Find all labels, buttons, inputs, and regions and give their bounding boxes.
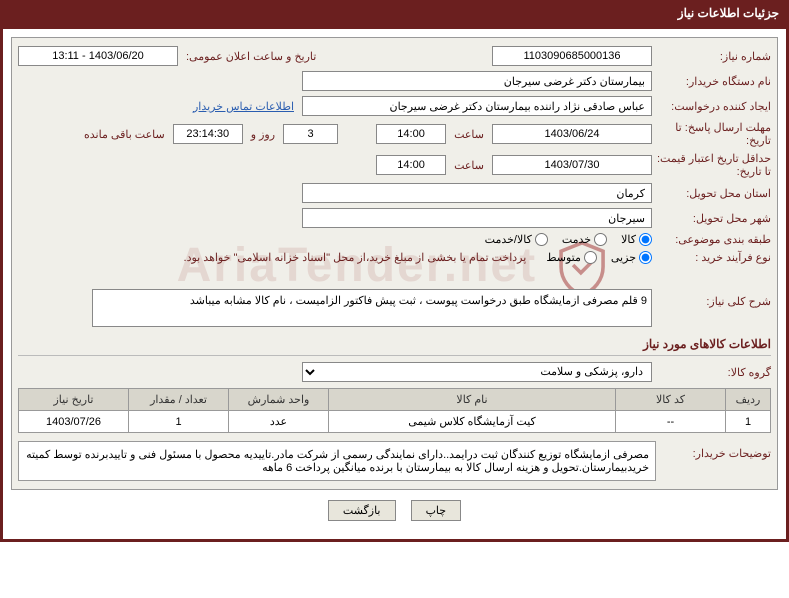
form-container: AriaTender.net شماره نیاز: تاریخ و ساعت …: [11, 37, 778, 490]
button-bar: چاپ بازگشت: [11, 490, 778, 531]
radio-service-item[interactable]: خدمت: [562, 233, 607, 246]
time-label-1: ساعت: [450, 128, 488, 141]
category-radio-group: کالا خدمت کالا/خدمت: [475, 233, 652, 246]
items-section-title: اطلاعات کالاهای مورد نیاز: [18, 337, 771, 356]
radio-goods-service[interactable]: [535, 233, 548, 246]
buyer-org-label: نام دستگاه خریدار:: [656, 75, 771, 88]
th-qty: تعداد / مقدار: [129, 389, 229, 411]
th-name: نام کالا: [329, 389, 616, 411]
print-button[interactable]: چاپ: [411, 500, 462, 521]
radio-medium-label: متوسط: [546, 251, 581, 264]
days-remaining-input[interactable]: [283, 124, 338, 144]
items-table: ردیف کد کالا نام کالا واحد شمارش تعداد /…: [18, 388, 771, 433]
cell-qty: 1: [129, 411, 229, 433]
goods-group-select[interactable]: دارو، پزشکی و سلامت: [302, 362, 652, 382]
row-response-deadline: مهلت ارسال پاسخ: تا تاریخ: ساعت روز و سا…: [18, 121, 771, 147]
need-number-label: شماره نیاز:: [656, 50, 771, 63]
radio-partial-item[interactable]: جزیی: [611, 251, 652, 264]
delivery-province-input[interactable]: [302, 183, 652, 203]
days-and-label: روز و: [247, 128, 279, 141]
radio-goods-label: کالا: [621, 233, 636, 246]
row-delivery-province: استان محل تحویل:: [18, 183, 771, 203]
radio-goods[interactable]: [639, 233, 652, 246]
radio-service-label: خدمت: [562, 233, 591, 246]
response-time-input[interactable]: [376, 124, 446, 144]
table-header-row: ردیف کد کالا نام کالا واحد شمارش تعداد /…: [19, 389, 771, 411]
delivery-city-label: شهر محل تحویل:: [656, 212, 771, 225]
announce-datetime-label: تاریخ و ساعت اعلان عمومی:: [182, 50, 320, 63]
requester-input[interactable]: [302, 96, 652, 116]
row-buyer-org: نام دستگاه خریدار:: [18, 71, 771, 91]
general-desc-label: شرح کلی نیاز:: [656, 289, 771, 308]
category-label: طبقه بندی موضوعی:: [656, 233, 771, 246]
row-purchase-type: نوع فرآیند خرید : جزیی متوسط پرداخت تمام…: [18, 251, 771, 264]
announce-datetime-input[interactable]: [18, 46, 178, 66]
payment-note: پرداخت تمام یا بخشی از مبلغ خرید،از محل …: [184, 251, 533, 264]
response-deadline-label: مهلت ارسال پاسخ: تا تاریخ:: [656, 121, 771, 147]
delivery-city-input[interactable]: [302, 208, 652, 228]
cell-need-date: 1403/07/26: [19, 411, 129, 433]
cell-unit: عدد: [229, 411, 329, 433]
row-buyer-notes: توضیحات خریدار: مصرفی ازمایشگاه توزیع کن…: [18, 437, 771, 481]
radio-partial-label: جزیی: [611, 251, 636, 264]
th-code: کد کالا: [616, 389, 726, 411]
buyer-contact-link[interactable]: اطلاعات تماس خریدار: [189, 100, 298, 113]
purchase-type-label: نوع فرآیند خرید :: [656, 251, 771, 264]
requester-label: ایجاد کننده درخواست:: [656, 100, 771, 113]
validity-date-input[interactable]: [492, 155, 652, 175]
table-row[interactable]: 1 -- کیت آزمایشگاه کلاس شیمی عدد 1 1403/…: [19, 411, 771, 433]
cell-row: 1: [726, 411, 771, 433]
row-general-desc: شرح کلی نیاز:: [18, 289, 771, 327]
buyer-notes-box: مصرفی ازمایشگاه توزیع کنندگان ثبت درایمد…: [18, 441, 656, 481]
row-delivery-city: شهر محل تحویل:: [18, 208, 771, 228]
row-need-number: شماره نیاز: تاریخ و ساعت اعلان عمومی:: [18, 46, 771, 66]
row-category: طبقه بندی موضوعی: کالا خدمت کالا/خدمت: [18, 233, 771, 246]
row-requester: ایجاد کننده درخواست: اطلاعات تماس خریدار: [18, 96, 771, 116]
th-row: ردیف: [726, 389, 771, 411]
radio-goods-service-item[interactable]: کالا/خدمت: [485, 233, 548, 246]
response-date-input[interactable]: [492, 124, 652, 144]
cell-name: کیت آزمایشگاه کلاس شیمی: [329, 411, 616, 433]
validity-deadline-label: حداقل تاریخ اعتبار قیمت: تا تاریخ:: [656, 152, 771, 178]
radio-medium-item[interactable]: متوسط: [546, 251, 597, 264]
back-button[interactable]: بازگشت: [328, 500, 396, 521]
outer-frame: AriaTender.net شماره نیاز: تاریخ و ساعت …: [0, 26, 789, 542]
delivery-province-label: استان محل تحویل:: [656, 187, 771, 200]
radio-service[interactable]: [594, 233, 607, 246]
buyer-notes-label: توضیحات خریدار:: [656, 437, 771, 460]
remaining-suffix-label: ساعت باقی مانده: [80, 128, 169, 141]
purchase-type-radio-group: جزیی متوسط: [536, 251, 652, 264]
cell-code: --: [616, 411, 726, 433]
radio-partial[interactable]: [639, 251, 652, 264]
row-validity-deadline: حداقل تاریخ اعتبار قیمت: تا تاریخ: ساعت: [18, 152, 771, 178]
radio-goods-item[interactable]: کالا: [621, 233, 652, 246]
row-goods-group: گروه کالا: دارو، پزشکی و سلامت: [18, 362, 771, 382]
validity-time-input[interactable]: [376, 155, 446, 175]
hours-remaining-input[interactable]: [173, 124, 243, 144]
page-header: جزئیات اطلاعات نیاز: [0, 0, 789, 26]
radio-medium[interactable]: [584, 251, 597, 264]
th-need-date: تاریخ نیاز: [19, 389, 129, 411]
buyer-org-input[interactable]: [302, 71, 652, 91]
th-unit: واحد شمارش: [229, 389, 329, 411]
goods-group-label: گروه کالا:: [656, 366, 771, 379]
general-desc-textarea[interactable]: [92, 289, 652, 327]
need-number-input[interactable]: [492, 46, 652, 66]
radio-goods-service-label: کالا/خدمت: [485, 233, 532, 246]
page-title: جزئیات اطلاعات نیاز: [678, 6, 779, 20]
time-label-2: ساعت: [450, 159, 488, 172]
